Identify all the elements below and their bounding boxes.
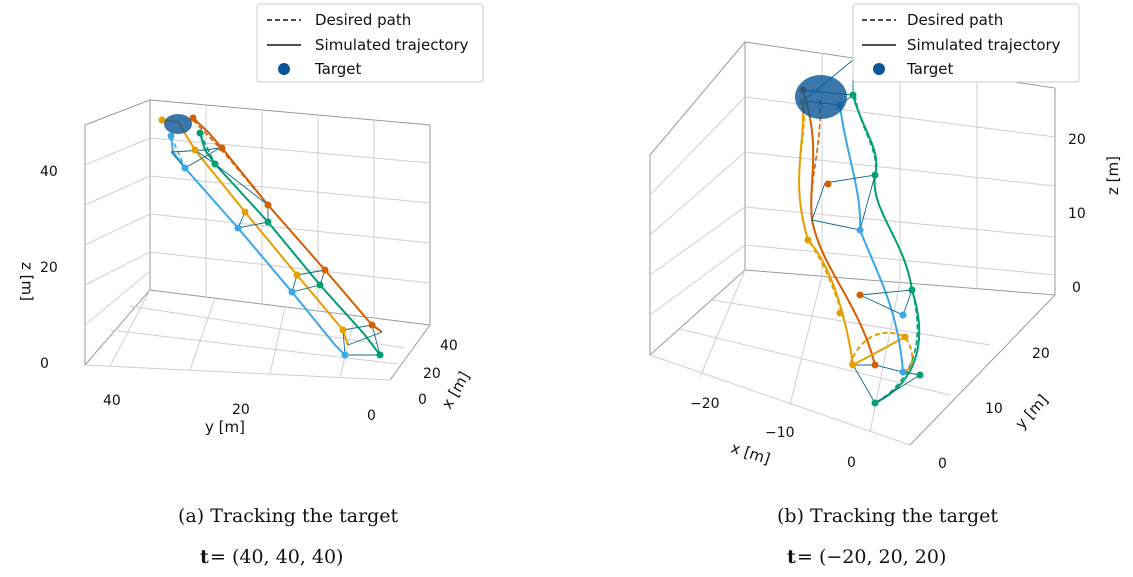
panel-a-grid [84,99,431,381]
panel-a: 0 20 40 z [m] 40 20 0 y [m] 0 20 40 x [m… [18,3,484,568]
legend-b-target-marker [873,63,885,75]
trajectory-drone3 [199,132,381,356]
y-axis-label-a: y [m] [205,418,245,436]
target-sphere-b [795,75,847,119]
panel-a-desired-paths [170,119,373,346]
caption-a-math: = (40, 40, 40) [210,546,343,568]
panel-b-drone-markers [799,86,924,407]
y-tick-b-0: 0 [938,456,947,472]
y-tick-a-0: 40 [103,393,121,409]
y-tick-b-2: 20 [1032,346,1050,362]
legend-b: Desired path Simulated trajectory Target [852,3,1080,83]
z-axis-label-a: z [m] [18,262,36,301]
panel-a-simulated-trajectories [161,117,383,356]
panel-a-drone-markers [158,114,384,359]
x-tick-b-2: 0 [847,455,856,471]
panel-b-simulated-trajectories [798,89,921,404]
y-tick-a-1: 20 [232,402,250,418]
b-desired-path-drone3 [854,94,919,404]
b-trajectory-drone3 [852,94,921,404]
panel-b-grid [649,40,1056,446]
x-tick-a-2: 40 [440,338,458,354]
b-target-ellipse-orbit [849,331,914,373]
caption-b: (b) Tracking the target [777,505,998,527]
z-tick-b-0: 0 [1072,280,1081,296]
z-tick-b-2: 20 [1068,132,1086,148]
legend-b-target: Target [906,60,954,78]
x-tick-a-0: 0 [418,392,427,408]
legend-b-simulated: Simulated trajectory [907,36,1061,54]
x-tick-a-1: 20 [423,366,441,382]
y-tick-b-1: 10 [985,401,1003,417]
target-sphere-a [164,114,192,134]
legend-a-target-marker [278,63,290,75]
x-axis-label-a: x [m] [438,368,474,412]
z-tick-a-1: 20 [40,260,58,276]
x-tick-b-0: −20 [690,396,720,412]
caption-b-math: = (−20, 20, 20) [797,546,946,568]
caption-a-math-bold: t [200,546,209,568]
panel-b: 0 10 20 z [m] 0 10 20 y [m] −20 −10 0 x … [649,3,1122,568]
z-tick-a-2: 40 [40,164,58,180]
y-tick-a-2: 0 [367,408,376,424]
z-tick-a-0: 0 [40,356,49,372]
x-tick-b-1: −10 [765,425,795,441]
caption-b-math-bold: t [787,546,796,568]
legend-a: Desired path Simulated trajectory Target [256,3,484,83]
legend-a-desired: Desired path [315,11,411,29]
legend-b-desired: Desired path [907,11,1003,29]
b-trajectory-drone1 [802,89,876,366]
legend-a-simulated: Simulated trajectory [315,36,469,54]
trajectory-drone4 [170,135,346,356]
caption-a: (a) Tracking the target [178,505,399,527]
legend-a-target: Target [314,60,362,78]
y-axis-label-b: y [m] [1012,391,1052,433]
z-axis-label-b: z [m] [1104,156,1122,195]
x-axis-label-b: x [m] [729,439,773,468]
z-tick-b-1: 10 [1068,206,1086,222]
